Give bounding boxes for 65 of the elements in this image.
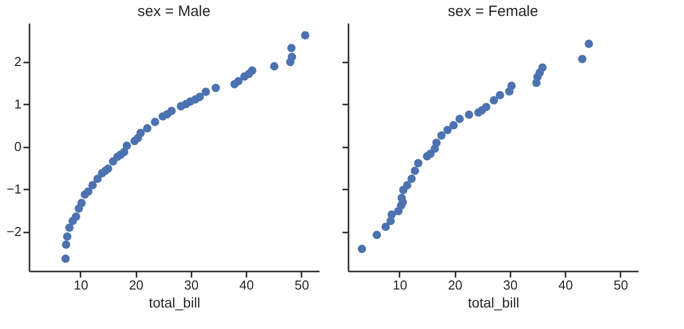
point — [455, 114, 464, 124]
point — [62, 240, 70, 249]
point — [234, 77, 243, 86]
chart-title: sex = Male — [138, 3, 210, 20]
point — [202, 88, 210, 96]
point — [372, 230, 382, 240]
x-axis-title: total_bill — [148, 294, 200, 310]
x-tick-label: 20 — [448, 278, 462, 292]
point — [77, 198, 86, 208]
point — [196, 92, 204, 102]
point — [443, 126, 452, 134]
point — [358, 244, 366, 254]
x-tick-label: 40 — [558, 278, 573, 292]
y-tick-label: 1 — [14, 96, 22, 112]
point — [104, 164, 112, 173]
x-tick-label: 30 — [184, 278, 199, 292]
point — [578, 54, 586, 64]
chart-title: sex = Female — [448, 3, 538, 20]
x-axis-title: total_bill — [468, 294, 520, 310]
x-tick-label: 20 — [128, 278, 144, 292]
point — [65, 224, 74, 232]
point — [88, 181, 97, 190]
point — [407, 174, 416, 184]
point — [584, 40, 594, 48]
point — [120, 148, 128, 156]
point — [287, 44, 296, 52]
point — [136, 128, 145, 138]
x-tick-label: 50 — [294, 278, 310, 292]
x-tick-label: 40 — [239, 278, 254, 292]
point — [507, 82, 516, 90]
point — [150, 118, 160, 126]
point — [449, 121, 458, 130]
x-tick-label: 10 — [74, 278, 88, 292]
y-tick-label: 2 — [14, 54, 22, 70]
point — [490, 96, 498, 104]
point — [61, 254, 70, 263]
y-tick-label: −2 — [6, 224, 22, 240]
point — [84, 187, 92, 196]
y-tick-label: −1 — [6, 182, 22, 197]
point — [248, 66, 256, 75]
point — [93, 174, 102, 184]
y-tick-label: 0 — [14, 139, 22, 154]
point — [437, 131, 446, 140]
x-tick-label: 10 — [392, 278, 408, 292]
point — [122, 142, 132, 150]
point — [301, 31, 310, 40]
point — [432, 138, 441, 147]
point — [167, 106, 176, 116]
point — [496, 91, 504, 100]
x-tick-label: 50 — [614, 278, 628, 292]
point — [288, 52, 296, 62]
point — [403, 181, 412, 190]
point — [212, 84, 220, 92]
point — [482, 102, 490, 112]
point — [143, 124, 152, 132]
point — [538, 63, 547, 72]
point — [410, 166, 420, 175]
point — [270, 62, 278, 70]
point — [414, 158, 422, 168]
x-tick-label: 30 — [503, 278, 518, 292]
point — [72, 212, 80, 221]
point — [63, 232, 72, 241]
point — [464, 110, 474, 119]
point — [388, 210, 396, 219]
point — [381, 222, 390, 232]
